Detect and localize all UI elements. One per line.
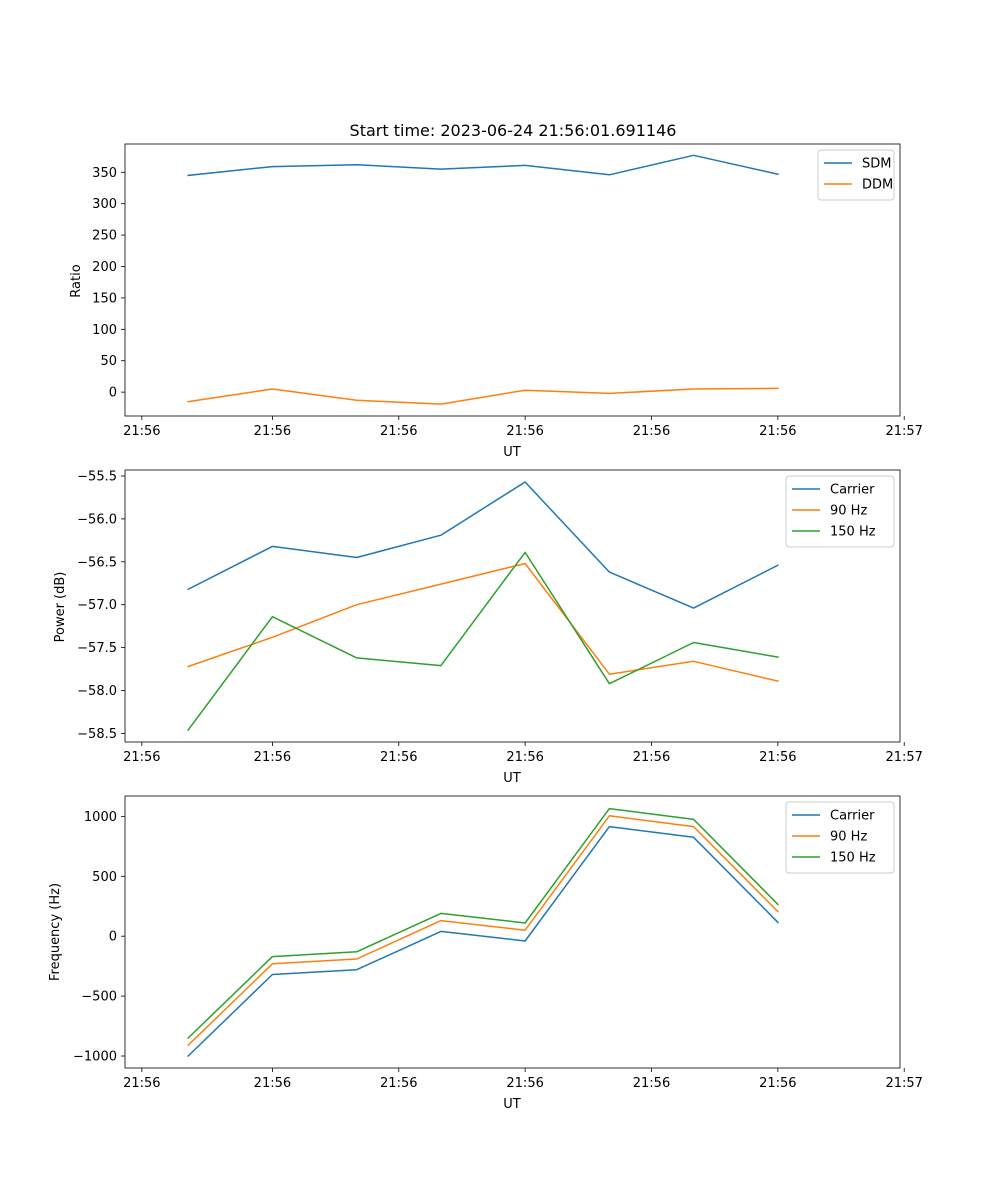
panel-ratio: UT Ratio 21:56 21:56 21:56 21:56 21:56 21:56 2… — [69, 143, 923, 460]
frequency-ytick-label-3: 500 — [92, 870, 117, 885]
ratio-xlabel: UT — [503, 445, 521, 460]
ratio-xtick-label-5: 21:56 — [759, 424, 796, 439]
power-ytick-label-5: −56.0 — [77, 512, 117, 527]
power-legend: Carrier 90 Hz 150 Hz — [785, 475, 895, 548]
ratio-xtick-label-2: 21:56 — [380, 424, 417, 439]
power-xtick-label-3: 21:56 — [506, 750, 543, 765]
frequency-xtick-label-6: 21:57 — [885, 1076, 922, 1091]
ratio-xtick-label-0: 21:56 — [123, 424, 160, 439]
power-xtick-label-0: 21:56 — [123, 750, 160, 765]
frequency-xtick-label-4: 21:56 — [633, 1076, 670, 1091]
frequency-legend-box — [785, 801, 895, 874]
power-ytick-label-6: −55.5 — [77, 470, 117, 485]
ratio-ytick-label-1: 50 — [100, 354, 117, 369]
power-series-line-2 — [187, 551, 779, 732]
frequency-ylabel: Frequency (Hz) — [48, 883, 63, 981]
frequency-series-line-1 — [187, 815, 779, 1047]
ratio-ylabel: Ratio — [69, 264, 84, 297]
ratio-legend-label-0: SDM — [862, 157, 891, 172]
ratio-xtick-label-3: 21:56 — [506, 424, 543, 439]
ratio-series-line-0 — [187, 154, 779, 177]
frequency-legend-label-1: 90 Hz — [830, 830, 867, 845]
ratio-ytick-label-3: 150 — [92, 291, 117, 306]
ratio-xtick-label-4: 21:56 — [633, 424, 670, 439]
frequency-ytick-label-1: −500 — [81, 990, 117, 1005]
power-xlabel: UT — [503, 771, 521, 786]
frequency-xtick-label-0: 21:56 — [123, 1076, 160, 1091]
ratio-ytick-label-4: 200 — [92, 260, 117, 275]
frequency-xtick-label-1: 21:56 — [254, 1076, 291, 1091]
frequency-ytick-label-0: −1000 — [73, 1050, 117, 1065]
ratio-series-line-1 — [187, 387, 779, 405]
power-legend-label-1: 90 Hz — [830, 504, 867, 519]
power-ylabel: Power (dB) — [53, 572, 68, 643]
power-legend-label-0: Carrier — [830, 483, 875, 498]
frequency-xtick-label-2: 21:56 — [380, 1076, 417, 1091]
panel-power: UT Power (dB) 21:56 21:56 21:56 21:56 21:56 2… — [53, 470, 923, 786]
frequency-xtick-label-3: 21:56 — [506, 1076, 543, 1091]
frequency-series-line-0 — [187, 825, 779, 1058]
power-ytick-label-2: −57.5 — [77, 641, 117, 656]
frequency-legend: Carrier 90 Hz 150 Hz — [785, 801, 895, 874]
ratio-axes-frame — [124, 143, 901, 417]
power-legend-box — [785, 475, 895, 548]
power-series-line-0 — [187, 481, 779, 609]
ratio-legend: SDM DDM — [817, 149, 895, 201]
power-ytick-label-0: −58.5 — [77, 727, 117, 742]
panel-frequency: UT Frequency (Hz) 21:56 21:56 21:56 21:56 21… — [48, 795, 923, 1112]
power-xtick-label-5: 21:56 — [759, 750, 796, 765]
ratio-xtick-label-6: 21:57 — [885, 424, 922, 439]
ratio-ytick-label-7: 350 — [92, 166, 117, 181]
power-xtick-label-2: 21:56 — [380, 750, 417, 765]
ratio-legend-label-1: DDM — [862, 178, 893, 193]
frequency-xlabel: UT — [503, 1097, 521, 1112]
frequency-legend-label-2: 150 Hz — [830, 851, 876, 866]
ratio-xtick-label-1: 21:56 — [254, 424, 291, 439]
power-xtick-label-1: 21:56 — [254, 750, 291, 765]
frequency-xtick-label-5: 21:56 — [759, 1076, 796, 1091]
frequency-axes-frame — [124, 795, 901, 1069]
power-ytick-label-4: −56.5 — [77, 555, 117, 570]
ratio-ytick-label-0: 0 — [109, 386, 117, 401]
ratio-ytick-label-2: 100 — [92, 323, 117, 338]
power-axes-frame — [124, 469, 901, 743]
frequency-legend-label-0: Carrier — [830, 809, 875, 824]
ratio-ytick-label-6: 300 — [92, 197, 117, 212]
frequency-series-line-2 — [187, 807, 779, 1040]
frequency-ytick-label-4: 1000 — [84, 810, 117, 825]
figure-title: Start time: 2023-06-24 21:56:01.691146 — [350, 121, 677, 140]
power-ytick-label-3: −57.0 — [77, 598, 117, 613]
power-ytick-label-1: −58.0 — [77, 684, 117, 699]
frequency-ytick-label-2: 0 — [109, 930, 117, 945]
power-xtick-label-6: 21:57 — [885, 750, 922, 765]
ratio-ytick-label-5: 250 — [92, 229, 117, 244]
power-series-line-1 — [187, 562, 779, 683]
power-legend-label-2: 150 Hz — [830, 525, 876, 540]
power-xtick-label-4: 21:56 — [633, 750, 670, 765]
